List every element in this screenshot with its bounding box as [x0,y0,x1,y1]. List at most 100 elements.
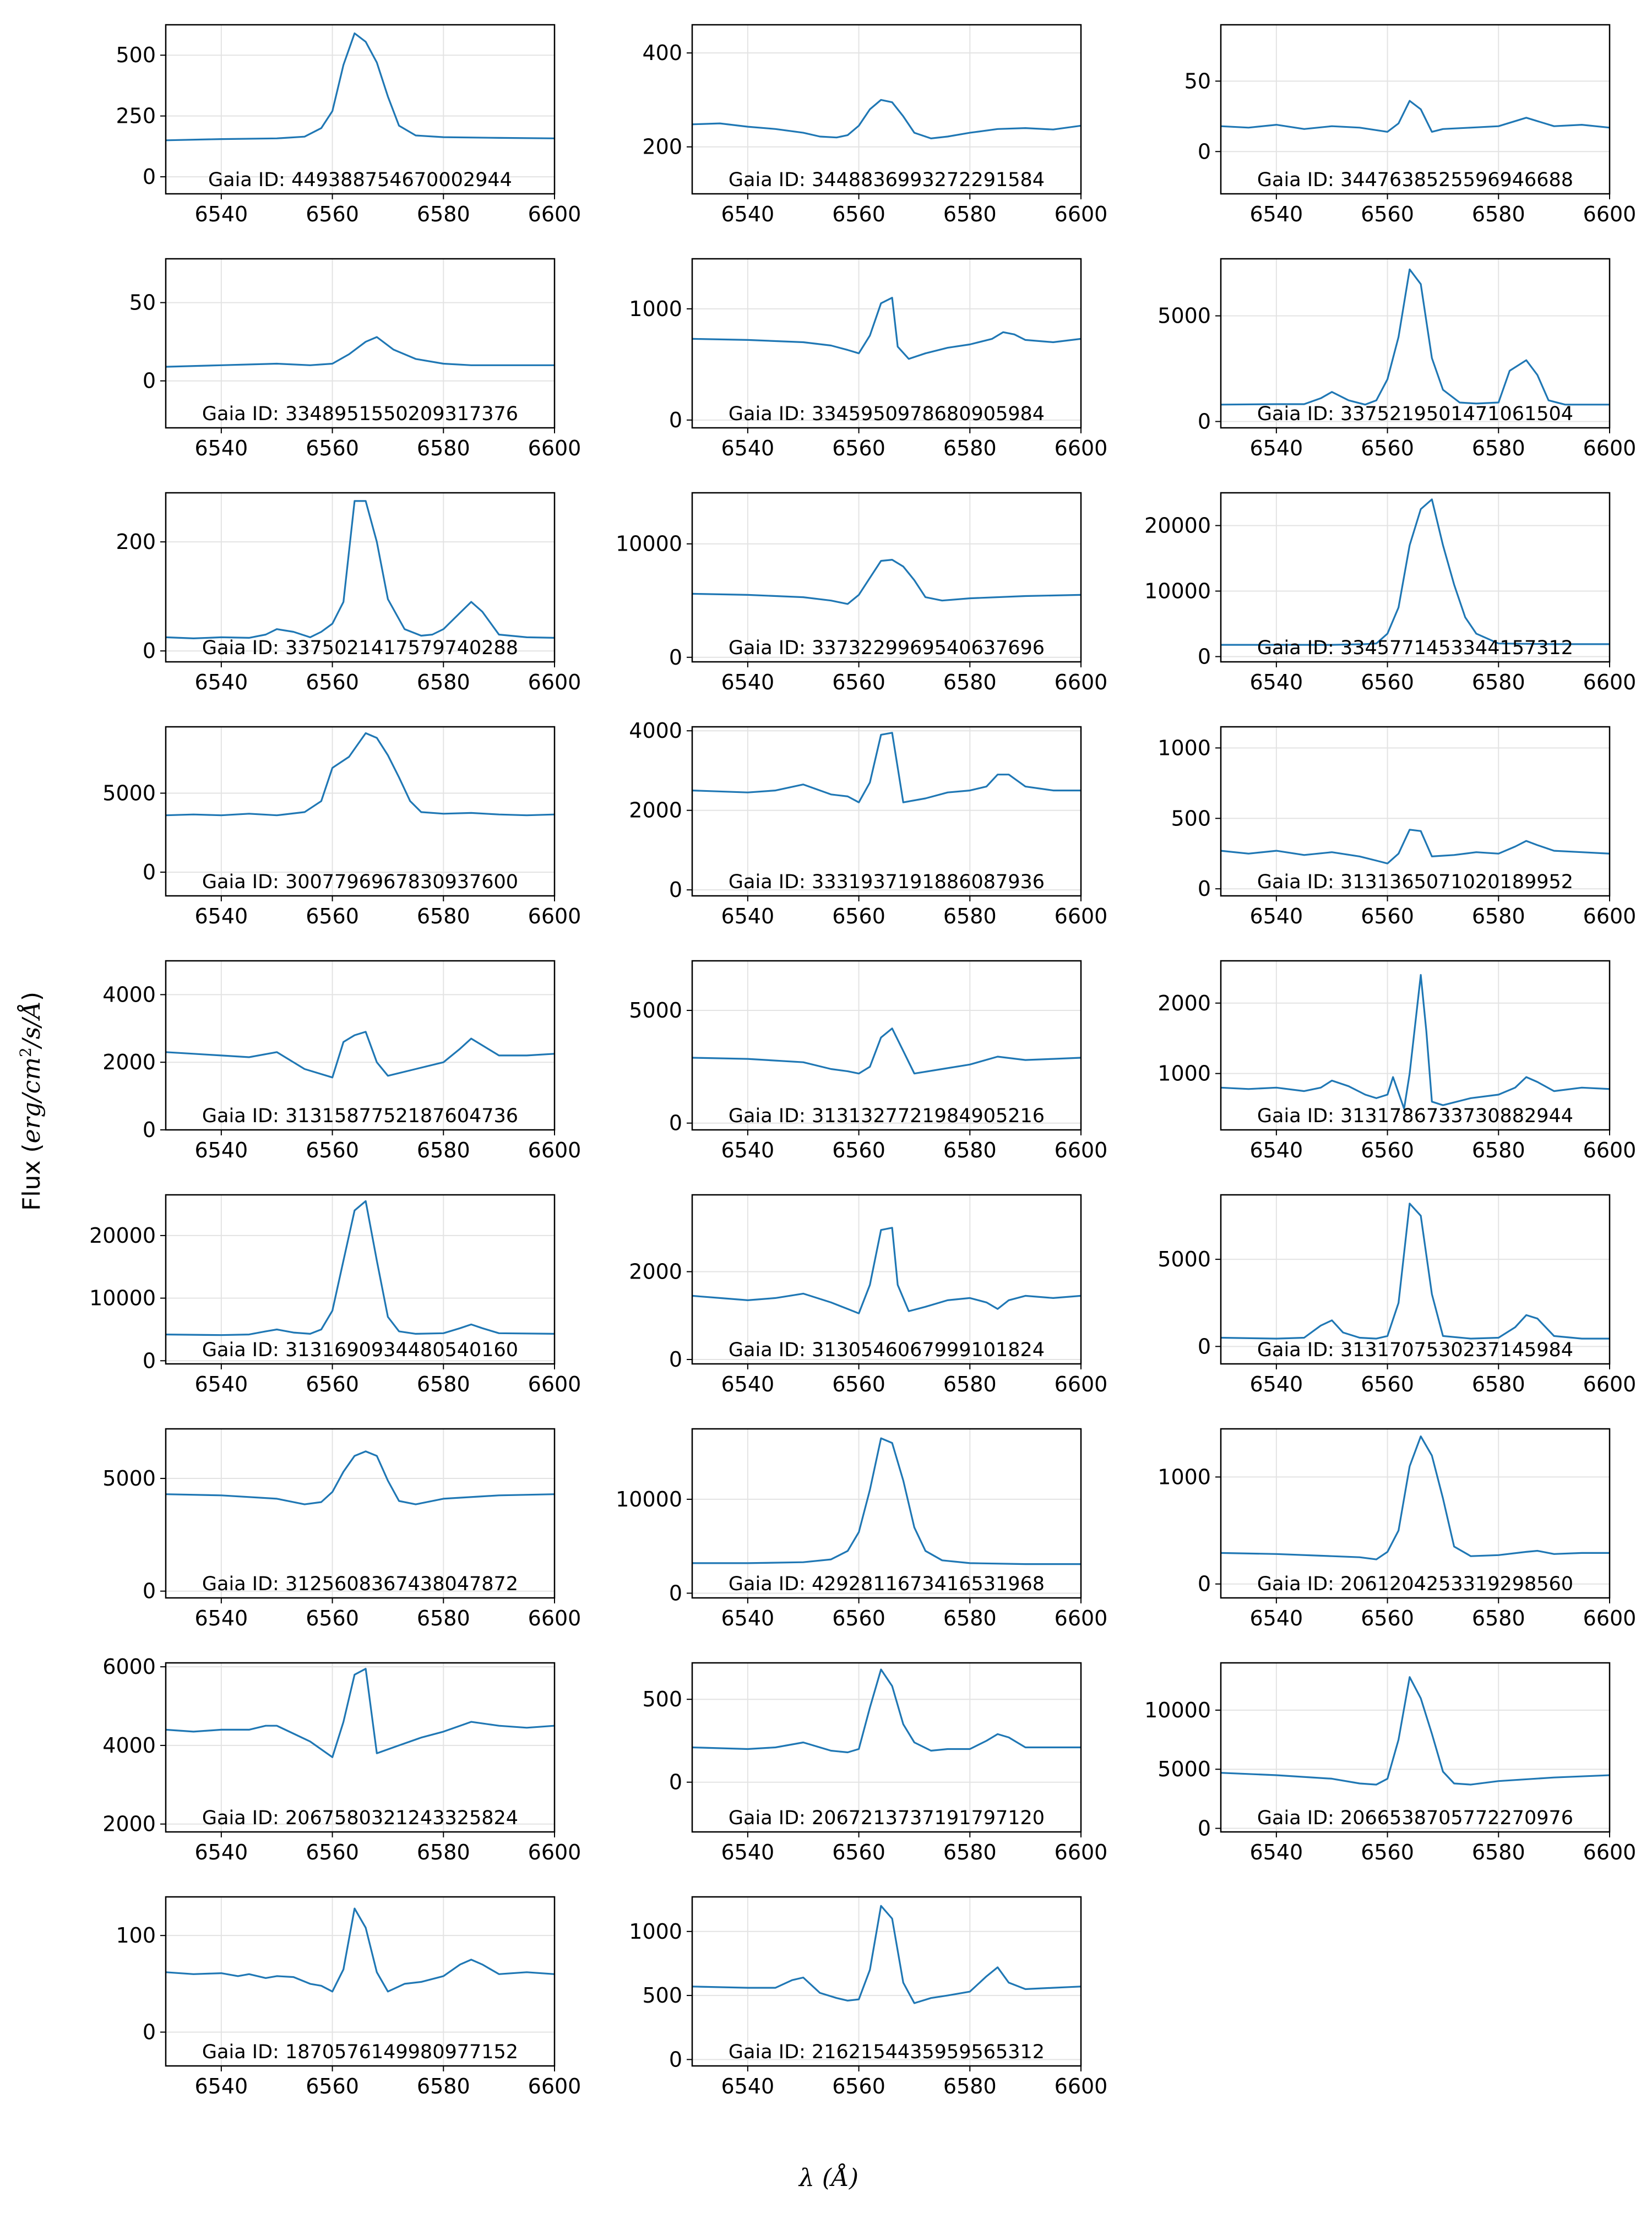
y-tick-label: 0 [669,1770,682,1794]
y-tick-label: 20000 [1144,513,1211,537]
x-tick-label: 6580 [1472,202,1525,226]
gaia-id-label: Gaia ID: 3331937191886087936 [729,871,1045,893]
x-tick-label: 6560 [832,1606,885,1630]
x-tick-label: 6600 [1583,436,1637,460]
x-tick-label: 6600 [1055,1372,1108,1396]
axes-frame [691,960,1082,1131]
x-tick-label: 6540 [1249,904,1303,928]
axes-frame [165,258,556,429]
x-tick-label: 6600 [528,904,582,928]
x-tick-label: 6600 [1583,1138,1637,1162]
x-tick-label: 6600 [528,1138,582,1162]
gaia-id-label: Gaia ID: 2162154435959565312 [729,2041,1045,2063]
y-tick-label: 0 [143,1579,156,1603]
spectrum-panel: 6540 6560 6580 6600 0 10000 20000 Gaia ID: 3131… [89,1194,581,1396]
gaia-id-label: Gaia ID: 3130546067999101824 [729,1339,1045,1361]
spectrum-panel: 6540 6560 6580 6600 0 200 Gaia ID: 33750214175… [116,492,581,694]
axes-frame [691,24,1082,195]
x-tick-label: 6540 [1249,1372,1303,1396]
y-tick-label: 10000 [616,1487,682,1511]
spectrum-line [1221,268,1610,406]
spectrum-panel: 6540 6560 6580 6600 0 1000 Gaia ID: 2061204253… [1158,1428,1636,1630]
spectrum-line [692,1437,1081,1565]
x-tick-label: 6540 [194,1606,248,1630]
spectrum-panel: 6540 6560 6580 6600 0 50 Gaia ID: 334895155020… [129,258,581,460]
x-tick-label: 6580 [417,1840,470,1864]
x-tick-label: 6560 [1361,904,1414,928]
x-tick-label: 6560 [832,670,885,694]
gaia-id-label: Gaia ID: 3131365071020189952 [1257,871,1573,893]
axes-frame [691,1896,1082,2067]
x-tick-label: 6580 [1472,670,1525,694]
x-tick-label: 6580 [1472,1606,1525,1630]
axes-frame [165,1662,556,1833]
x-tick-label: 6540 [194,1840,248,1864]
x-tick-label: 6540 [194,670,248,694]
y-tick-label: 2000 [1158,991,1211,1015]
spectrum-line [1221,1676,1610,1786]
x-tick-label: 6580 [943,436,997,460]
gaia-id-label: Gaia ID: 3345950978680905984 [729,403,1045,425]
x-tick-label: 6560 [306,436,359,460]
spectrum-panel: 6540 6560 6580 6600 0 2000 4000 Gaia ID: 313158… [102,960,582,1162]
spectrum-panel: 6540 6560 6580 6600 0 5000 Gaia ID: 3125608367… [102,1428,581,1630]
axes-frame [165,960,556,1131]
spectrum-panel: 6540 6560 6580 6600 0 500 Gaia ID: 20672137371… [642,1662,1107,1864]
y-tick-label: 200 [116,530,156,554]
spectrum-panel: 6540 6560 6580 6600 0 10000 20000 Gaia ID: 3345… [1144,492,1636,694]
y-tick-label: 0 [1198,139,1211,164]
y-tick-label: 200 [642,135,682,159]
x-tick-label: 6580 [1472,1840,1525,1864]
gaia-id-label: Gaia ID: 449388754670002944 [208,169,512,191]
x-tick-label: 6540 [721,202,774,226]
x-tick-label: 6540 [194,202,248,226]
y-tick-label: 500 [642,1983,682,2008]
gaia-id-label: Gaia ID: 3373229969540637696 [729,637,1045,659]
y-tick-label: 0 [143,2020,156,2044]
spectrum-line [166,336,555,368]
x-tick-label: 6560 [306,1606,359,1630]
y-tick-label: 5000 [102,1466,156,1491]
x-tick-label: 6580 [943,1138,997,1162]
x-tick-label: 6600 [1583,1372,1637,1396]
spectrum-line [692,99,1081,139]
y-tick-label: 0 [669,1111,682,1135]
gaia-id-label: Gaia ID: 1870576149980977152 [202,2041,518,2063]
y-tick-label: 2000 [102,1050,156,1074]
x-tick-label: 6540 [721,1840,774,1864]
gaia-id-label: Gaia ID: 3131327721984905216 [729,1105,1045,1127]
x-tick-label: 6600 [1583,904,1637,928]
x-tick-label: 6540 [1249,436,1303,460]
x-tick-label: 6580 [1472,436,1525,460]
spectrum-line [692,559,1081,605]
y-tick-label: 2000 [629,798,682,823]
y-tick-label: 0 [143,1118,156,1142]
y-tick-label: 0 [143,860,156,884]
x-tick-label: 6560 [1361,202,1414,226]
x-tick-label: 6600 [1583,1840,1637,1864]
x-tick-label: 6580 [417,1372,470,1396]
x-tick-label: 6580 [943,670,997,694]
axes-frame [1220,726,1611,897]
x-tick-label: 6540 [721,904,774,928]
spectrum-line [1221,498,1610,646]
axes-frame [1220,1662,1611,1833]
axes-frame [1220,960,1611,1131]
x-tick-label: 6560 [1361,1372,1414,1396]
gaia-id-label: Gaia ID: 3131587752187604736 [202,1105,518,1127]
y-tick-label: 10000 [89,1286,156,1310]
spectrum-line [166,732,555,817]
axes-frame [691,492,1082,663]
y-tick-label: 1000 [1158,736,1211,760]
x-tick-label: 6540 [1249,1840,1303,1864]
spectrum-panel: 6540 6560 6580 6600 2000 4000 6000 Gaia ID: 206… [102,1655,581,1864]
x-tick-label: 6580 [943,904,997,928]
x-tick-label: 6540 [194,1372,248,1396]
x-tick-label: 6540 [194,904,248,928]
gaia-id-label: Gaia ID: 3348951550209317376 [202,403,518,425]
x-tick-label: 6560 [1361,1840,1414,1864]
gaia-id-label: Gaia ID: 3375021417579740288 [202,637,518,659]
x-tick-label: 6560 [306,670,359,694]
spectrum-panel: 6540 6560 6580 6600 0 5000 10000 Gaia ID: 20665… [1144,1662,1637,1864]
spectrum-panel: 6540 6560 6580 6600 200 400 Gaia ID: 344883699… [642,24,1107,226]
